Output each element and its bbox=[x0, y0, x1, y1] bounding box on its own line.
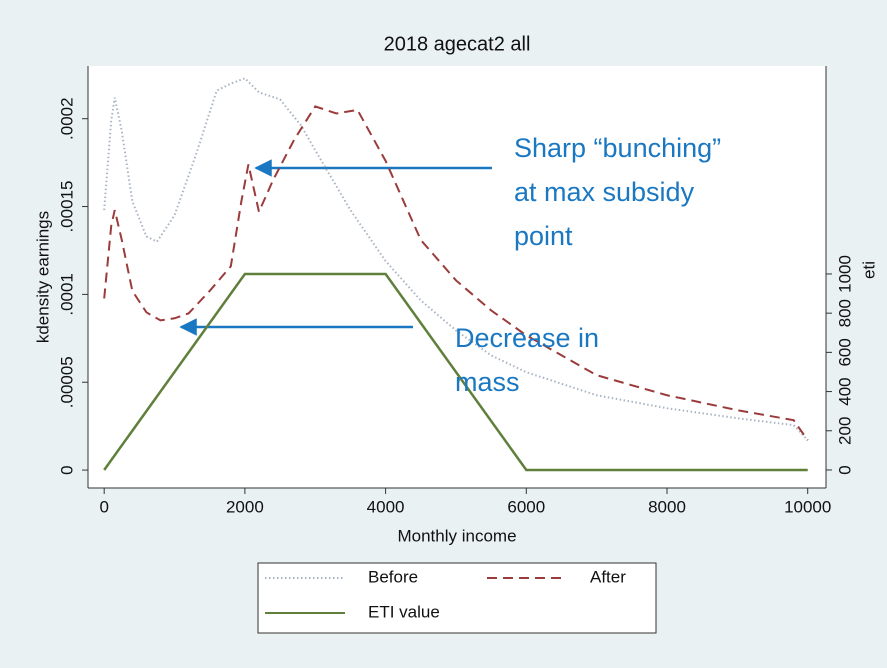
chart-title: 2018 agecat2 all bbox=[384, 33, 531, 55]
legend bbox=[257, 562, 657, 634]
y-tick-label: .0001 bbox=[57, 273, 76, 316]
x-tick-label: 4000 bbox=[367, 497, 405, 516]
annotation: at max subsidy bbox=[514, 177, 695, 207]
y2-tick-label: 1000 bbox=[835, 255, 854, 293]
legend-label: Before bbox=[368, 567, 418, 586]
x-tick-label: 10000 bbox=[784, 497, 831, 516]
x-axis-title: Monthly income bbox=[397, 526, 516, 545]
series-line bbox=[103, 272, 808, 472]
y-tick-label: .0002 bbox=[57, 97, 76, 140]
x-tick-label: 2000 bbox=[226, 497, 264, 516]
y2-tick-label: 200 bbox=[835, 417, 854, 445]
y2-tick-label: 0 bbox=[835, 465, 854, 474]
y-tick-label: .00005 bbox=[57, 356, 76, 408]
y2-tick-label: 400 bbox=[835, 377, 854, 405]
annotation: Sharp “bunching” bbox=[514, 133, 721, 163]
y2-tick-label: 600 bbox=[835, 338, 854, 366]
y-tick-label: .00015 bbox=[57, 181, 76, 233]
series-line bbox=[103, 105, 809, 441]
annotation: Decrease in bbox=[455, 323, 599, 353]
x-tick-label: 8000 bbox=[648, 497, 686, 516]
x-tick-label: 6000 bbox=[507, 497, 545, 516]
plot-area bbox=[88, 66, 826, 488]
y2-axis-title: eti bbox=[859, 261, 878, 279]
x-tick-label: 0 bbox=[99, 497, 108, 516]
annotation: point bbox=[514, 221, 573, 251]
y-axis-title: kdensity earnings bbox=[33, 211, 52, 343]
legend-label: ETI value bbox=[368, 602, 440, 621]
y2-tick-label: 800 bbox=[835, 299, 854, 327]
legend-label: After bbox=[590, 567, 626, 586]
series-line bbox=[103, 77, 809, 441]
annotation: mass bbox=[455, 367, 520, 397]
y-tick-label: 0 bbox=[57, 465, 76, 474]
